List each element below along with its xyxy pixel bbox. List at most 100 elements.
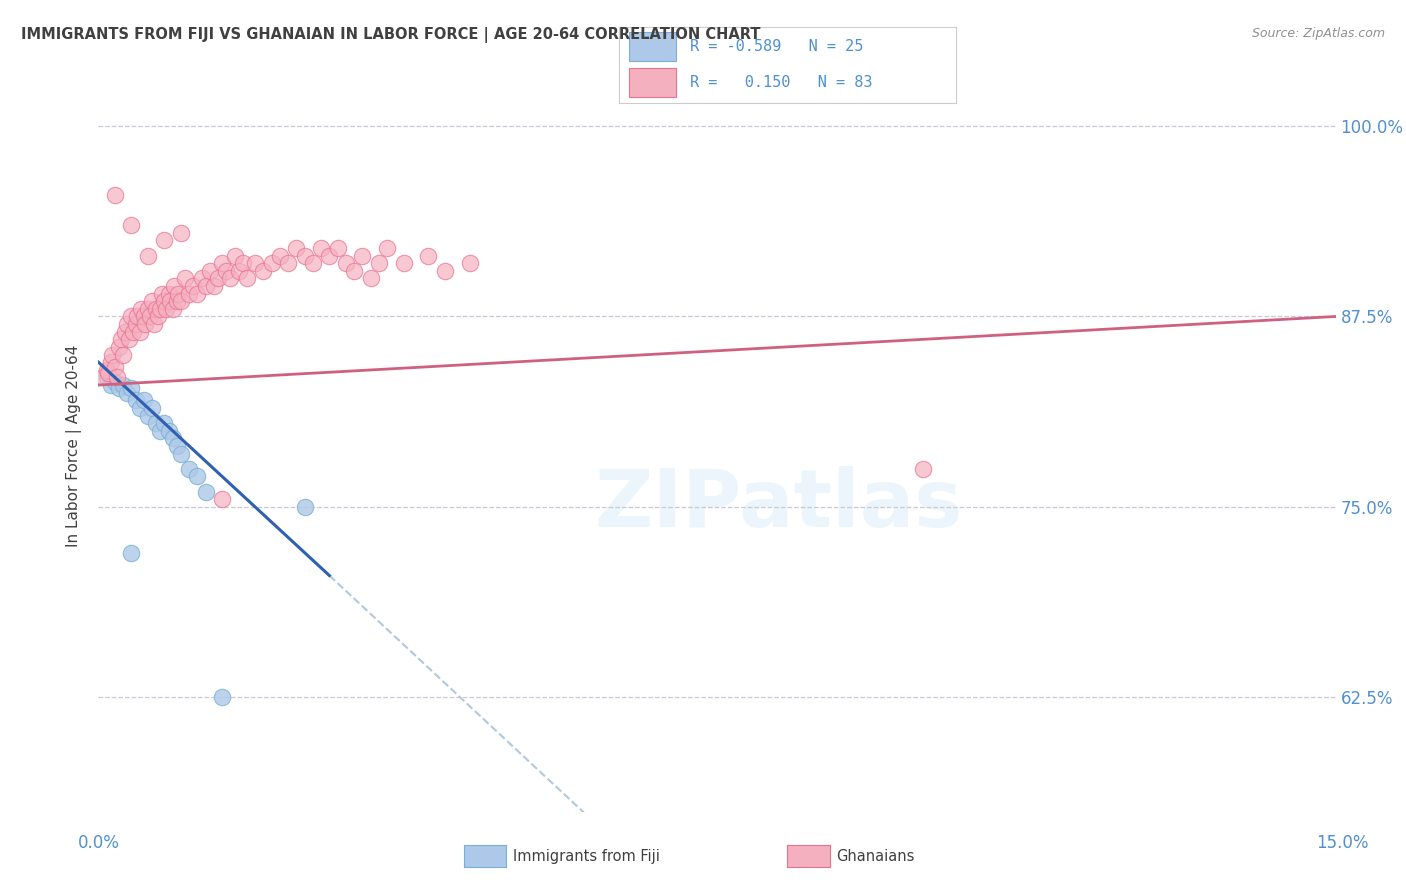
- Point: [215, 264, 238, 278]
- Point: [131, 301, 153, 316]
- Point: [117, 317, 139, 331]
- Point: [112, 378, 135, 392]
- Point: [458, 256, 481, 270]
- Text: 0.0%: 0.0%: [77, 834, 120, 852]
- Point: [124, 393, 146, 408]
- Point: [219, 271, 242, 285]
- Point: [211, 690, 233, 705]
- Y-axis label: In Labor Force | Age 20-64: In Labor Force | Age 20-64: [66, 345, 83, 547]
- Point: [211, 492, 233, 507]
- Point: [181, 279, 204, 293]
- Point: [108, 340, 131, 354]
- Point: [124, 317, 146, 331]
- Point: [228, 264, 250, 278]
- Point: [186, 469, 208, 483]
- Point: [224, 248, 246, 262]
- Point: [243, 256, 266, 270]
- Point: [294, 248, 316, 262]
- Point: [104, 375, 127, 389]
- Point: [170, 294, 193, 309]
- Point: [232, 256, 254, 270]
- Point: [433, 264, 456, 278]
- Point: [105, 370, 128, 384]
- Point: [236, 271, 259, 285]
- Point: [194, 484, 217, 499]
- Point: [418, 248, 440, 262]
- Point: [211, 256, 233, 270]
- Point: [91, 370, 114, 384]
- Text: Source: ZipAtlas.com: Source: ZipAtlas.com: [1251, 27, 1385, 40]
- Point: [198, 264, 221, 278]
- Point: [163, 279, 186, 293]
- Point: [157, 286, 180, 301]
- Point: [260, 256, 283, 270]
- Point: [167, 286, 190, 301]
- Point: [269, 248, 291, 262]
- Point: [186, 286, 208, 301]
- Point: [110, 332, 132, 346]
- Point: [142, 317, 165, 331]
- Point: [150, 286, 173, 301]
- Point: [352, 248, 374, 262]
- Point: [360, 271, 382, 285]
- Point: [120, 310, 142, 324]
- Point: [104, 187, 127, 202]
- Point: [326, 241, 349, 255]
- Point: [159, 294, 181, 309]
- Point: [120, 218, 142, 232]
- Text: IMMIGRANTS FROM FIJI VS GHANAIAN IN LABOR FORCE | AGE 20-64 CORRELATION CHART: IMMIGRANTS FROM FIJI VS GHANAIAN IN LABO…: [21, 27, 761, 43]
- Point: [136, 409, 159, 423]
- Point: [96, 370, 118, 384]
- Point: [170, 447, 193, 461]
- Point: [112, 348, 135, 362]
- Point: [252, 264, 274, 278]
- Point: [100, 378, 122, 392]
- Point: [309, 241, 332, 255]
- Text: Ghanaians: Ghanaians: [837, 849, 915, 863]
- Point: [155, 301, 177, 316]
- Point: [145, 416, 167, 430]
- Point: [96, 363, 118, 377]
- Point: [194, 279, 217, 293]
- Point: [343, 264, 366, 278]
- Point: [127, 310, 149, 324]
- Point: [285, 241, 308, 255]
- Point: [100, 355, 122, 369]
- Point: [128, 325, 150, 339]
- Point: [117, 385, 139, 400]
- Text: R =   0.150   N = 83: R = 0.150 N = 83: [689, 75, 872, 90]
- Point: [294, 500, 316, 514]
- Point: [146, 310, 169, 324]
- Text: 15.0%: 15.0%: [1316, 834, 1369, 852]
- Point: [153, 416, 176, 430]
- Point: [179, 286, 201, 301]
- Point: [114, 325, 136, 339]
- Point: [97, 366, 120, 380]
- Point: [277, 256, 299, 270]
- Point: [170, 226, 193, 240]
- Point: [318, 248, 340, 262]
- Point: [132, 393, 155, 408]
- Point: [128, 401, 150, 415]
- Point: [122, 325, 145, 339]
- Point: [162, 301, 184, 316]
- Point: [153, 233, 176, 247]
- Point: [162, 431, 184, 445]
- Point: [174, 271, 197, 285]
- FancyBboxPatch shape: [628, 69, 676, 97]
- Point: [375, 241, 398, 255]
- Point: [149, 424, 172, 438]
- Point: [207, 271, 229, 285]
- Point: [202, 279, 225, 293]
- Point: [367, 256, 389, 270]
- Point: [302, 256, 325, 270]
- Point: [118, 332, 141, 346]
- Point: [149, 301, 172, 316]
- Point: [120, 381, 142, 395]
- Point: [157, 424, 180, 438]
- Point: [141, 401, 163, 415]
- Point: [912, 462, 935, 476]
- Text: R = -0.589   N = 25: R = -0.589 N = 25: [689, 39, 863, 54]
- Point: [166, 294, 188, 309]
- Point: [136, 248, 159, 262]
